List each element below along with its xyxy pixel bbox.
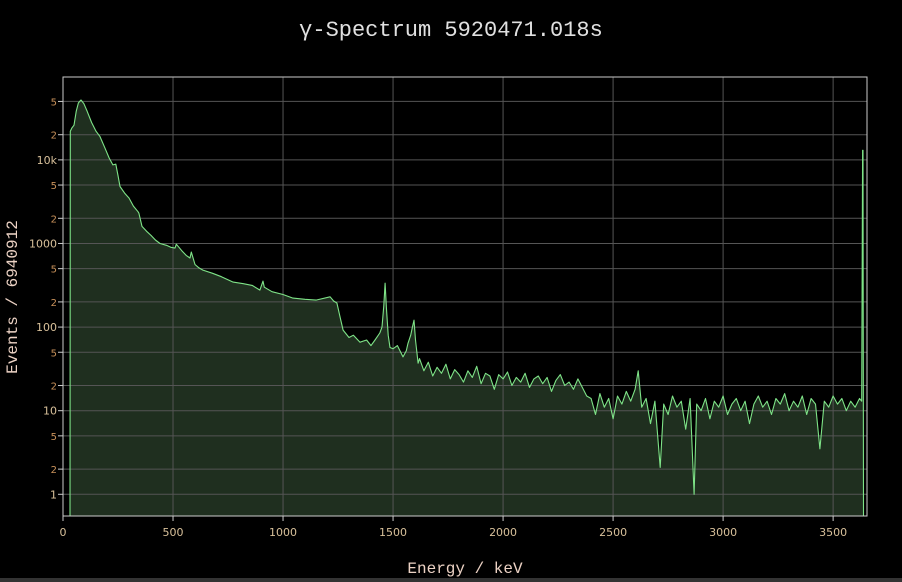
x-axis-label: Energy / keV — [407, 560, 523, 578]
y-tick-label: 2 — [51, 465, 57, 476]
x-tick-label: 0 — [60, 526, 67, 539]
chart-title: γ-Spectrum 5920471.018s — [299, 18, 603, 43]
y-tick-label: 1 — [50, 488, 57, 501]
plot-frame — [62, 76, 868, 517]
y-tick-label: 1000 — [29, 237, 57, 250]
y-tick-label: 5 — [51, 432, 57, 443]
y-tick-label: 2 — [51, 382, 57, 393]
y-tick-label: 2 — [51, 214, 57, 225]
y-tick-label: 2 — [51, 298, 57, 309]
y-tick-label: 5 — [51, 97, 57, 108]
x-tick-label: 3000 — [709, 526, 737, 539]
x-tick-label: 1500 — [379, 526, 407, 539]
y-axis-label: Events / 6940912 — [4, 220, 22, 374]
x-tick-label: 3500 — [819, 526, 847, 539]
y-tick-label: 10k — [37, 154, 58, 167]
x-tick-label: 2500 — [599, 526, 627, 539]
x-tick-label: 500 — [163, 526, 184, 539]
spectrum-fill — [70, 100, 864, 516]
y-tick-label: 5 — [51, 181, 57, 192]
y-tick-label: 2 — [51, 131, 57, 142]
window-bottom-edge — [0, 578, 902, 582]
x-tick-label: 1000 — [269, 526, 297, 539]
y-tick-label: 5 — [51, 265, 57, 276]
y-tick-label: 100 — [36, 321, 57, 334]
y-tick-label: 5 — [51, 348, 57, 359]
y-tick-label: 10 — [43, 405, 57, 418]
x-tick-label: 2000 — [489, 526, 517, 539]
spectrum-line — [69, 99, 865, 517]
